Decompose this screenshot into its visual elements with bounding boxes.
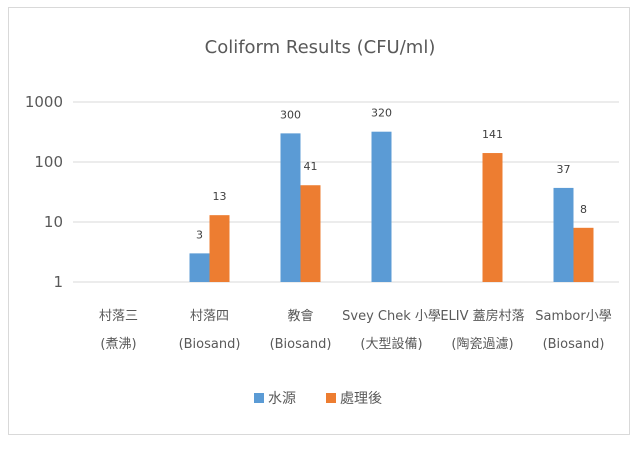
- bar: [573, 227, 594, 282]
- y-tick-label: 100: [34, 153, 63, 171]
- coliform-chart: Coliform Results (CFU/ml) 1 10 100 1000 村落三 (…: [25, 37, 619, 407]
- x-tick-label: Svey Chek 小學: [342, 309, 441, 324]
- bar: [209, 215, 230, 282]
- grid-layer: [73, 101, 619, 283]
- data-label: 37: [557, 163, 571, 176]
- data-label: 320: [371, 107, 392, 120]
- x-tick-label: ELIV 蓋房村落: [440, 308, 524, 324]
- y-tick-label: 10: [44, 213, 63, 231]
- bar: [280, 133, 301, 282]
- legend-label: 處理後: [340, 391, 382, 407]
- data-label: 13: [213, 190, 227, 203]
- labels-layer: 1 10 100 1000 村落三 (煮沸) 3 13 村落四 (Biosand) 300 41 教會 (…: [25, 93, 612, 352]
- legend-swatch: [326, 393, 336, 403]
- x-tick-label: (Biosand): [270, 337, 332, 352]
- bar: [300, 185, 321, 282]
- x-tick-label: 村落四: [190, 309, 229, 324]
- legend: 水源 處理後: [254, 391, 382, 407]
- x-tick-label: (Biosand): [543, 337, 605, 352]
- legend-label: 水源: [268, 391, 296, 407]
- bar: [371, 131, 392, 282]
- data-label: 141: [482, 128, 503, 141]
- x-tick-label: (大型設備): [360, 336, 422, 352]
- x-tick-label: (Biosand): [179, 337, 241, 352]
- x-tick-label: (煮沸): [100, 337, 136, 352]
- data-label: 300: [280, 108, 301, 121]
- x-tick-label: 村落三: [99, 309, 138, 324]
- x-tick-label: Sambor小學: [535, 309, 611, 324]
- legend-swatch: [254, 393, 264, 403]
- chart-title: Coliform Results (CFU/ml): [205, 37, 436, 58]
- data-label: 3: [196, 228, 203, 241]
- chart-frame: Coliform Results (CFU/ml) 1 10 100 1000 村落三 (…: [8, 7, 630, 435]
- data-label: 8: [580, 203, 587, 216]
- bar: [553, 187, 574, 282]
- x-tick-label: 教會: [287, 308, 313, 324]
- x-tick-label: (陶瓷過濾): [451, 336, 513, 352]
- y-tick-label: 1000: [25, 93, 63, 111]
- data-label: 41: [304, 160, 318, 173]
- y-tick-label: 1: [53, 273, 63, 291]
- bar: [189, 253, 210, 282]
- bar: [482, 153, 503, 282]
- bars-layer: [189, 131, 594, 282]
